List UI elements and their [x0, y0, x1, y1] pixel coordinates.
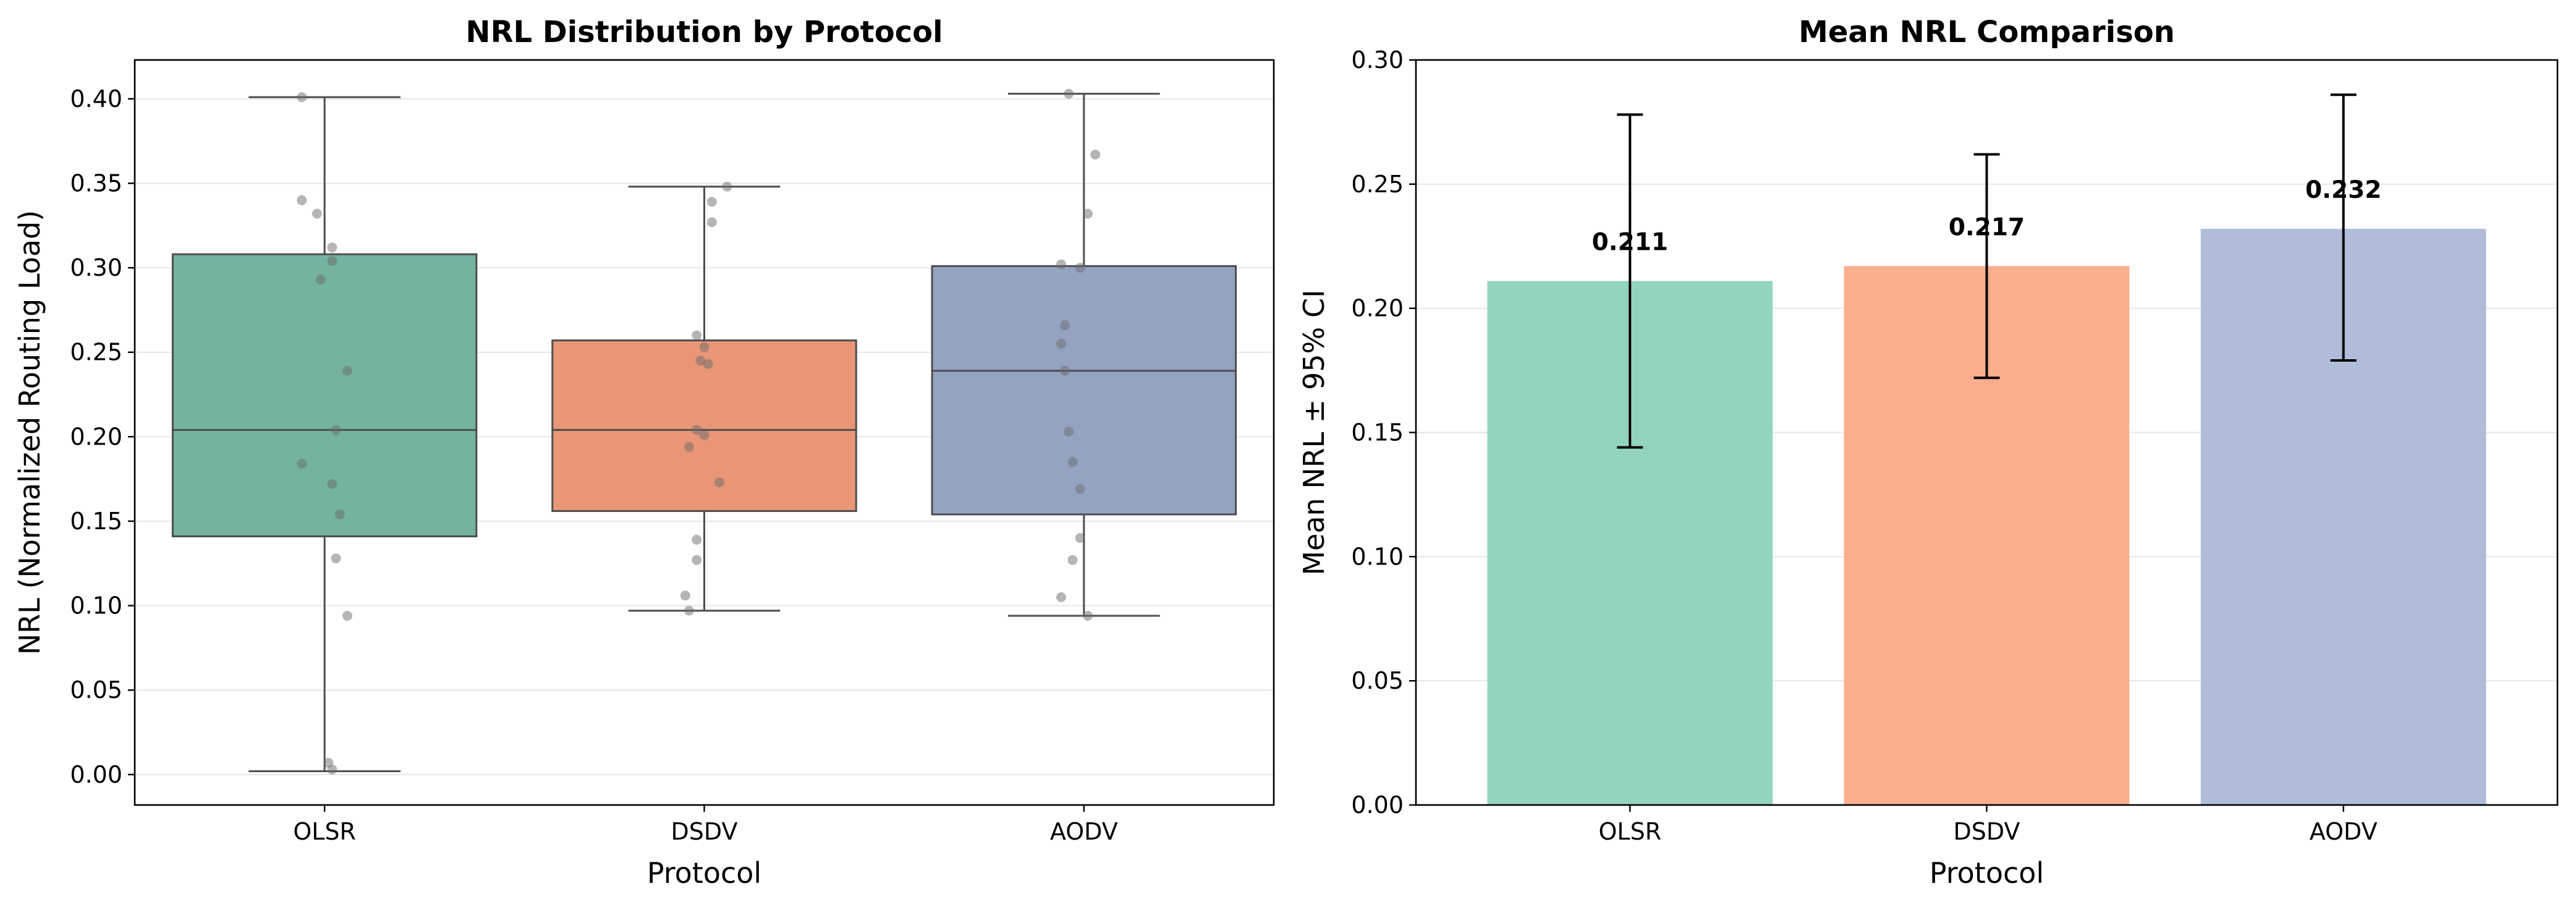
box-plot-title: NRL Distribution by Protocol	[465, 15, 943, 49]
box-aodv	[931, 265, 1237, 516]
y-tick-label: 0.20	[70, 423, 122, 450]
data-point	[1090, 150, 1101, 160]
y-tick-label: 0.30	[70, 254, 122, 281]
data-point	[722, 181, 732, 192]
data-point	[692, 555, 702, 565]
data-point	[297, 195, 307, 205]
y-tick-label: 0.25	[70, 339, 122, 366]
data-point	[331, 553, 341, 564]
data-point	[1064, 427, 1074, 437]
data-point	[695, 356, 706, 366]
data-point	[1075, 263, 1085, 273]
box-plot-x-ticks: OLSR DSDV AODV	[293, 805, 1118, 845]
data-point	[1082, 610, 1093, 621]
box-plot-points	[297, 88, 1101, 775]
data-point	[706, 197, 717, 207]
y-tick-label: 0.20	[1351, 295, 1404, 322]
box-plot-panel: 0.00 0.05 0.10 0.15 0.20 0.25 0.30 0.35 0.40 OLS…	[13, 15, 1275, 890]
data-point	[680, 590, 690, 601]
data-point	[1056, 259, 1066, 270]
bar-chart-x-axis-label: Protocol	[1930, 856, 2044, 890]
data-point	[706, 217, 717, 228]
x-tick-label: AODV	[1050, 818, 1118, 845]
y-tick-label: 0.05	[1351, 667, 1404, 694]
y-tick-label: 0.15	[1351, 419, 1404, 446]
data-point	[1064, 88, 1074, 99]
data-point	[692, 425, 702, 435]
data-point	[1067, 555, 1078, 565]
data-point	[684, 605, 694, 616]
data-point	[316, 275, 326, 285]
box-plot-boxes	[171, 93, 1237, 772]
y-tick-label: 0.15	[70, 508, 122, 535]
data-point	[327, 256, 337, 266]
bar-chart-y-axis-label: Mean NRL ± 95% CI	[1297, 289, 1331, 575]
bar-chart-title: Mean NRL Comparison	[1799, 15, 2175, 49]
data-point	[1056, 592, 1066, 602]
data-point	[297, 459, 307, 469]
box-plot-x-axis-label: Protocol	[647, 856, 761, 890]
data-point	[327, 242, 337, 253]
data-point	[327, 764, 337, 775]
bar-chart-x-ticks: OLSR DSDV AODV	[1599, 805, 2378, 845]
y-tick-label: 0.00	[1351, 791, 1404, 819]
y-tick-label: 0.40	[70, 85, 122, 113]
data-point	[311, 208, 322, 219]
x-tick-label: OLSR	[1599, 818, 1662, 845]
data-point	[334, 509, 345, 520]
bar-chart-value-labels: 0.211 0.217 0.232	[1592, 176, 2382, 256]
data-point	[703, 359, 713, 369]
box-dsdv	[551, 339, 857, 513]
data-point	[1067, 457, 1078, 467]
data-point	[699, 430, 710, 440]
data-point	[327, 479, 337, 489]
bar-chart-panel: 0.211 0.217 0.232 0.00 0.05 0.10 0.15 0.20 0.25…	[1297, 15, 2559, 890]
data-point	[1060, 365, 1070, 376]
y-tick-label: 0.10	[70, 592, 122, 620]
y-tick-label: 0.35	[70, 169, 122, 197]
data-point	[714, 477, 725, 488]
bar-value-label: 0.217	[1949, 213, 2025, 241]
data-point	[331, 425, 341, 435]
data-point	[699, 342, 710, 352]
y-tick-label: 0.00	[70, 761, 122, 788]
data-point	[1082, 208, 1093, 219]
data-point	[342, 365, 353, 376]
data-point	[684, 441, 694, 452]
data-point	[1056, 339, 1066, 349]
y-tick-label: 0.10	[1351, 543, 1404, 570]
data-point	[1060, 320, 1070, 330]
data-point	[692, 330, 702, 341]
x-tick-label: DSDV	[671, 818, 738, 845]
data-point	[692, 535, 702, 545]
data-point	[1075, 484, 1085, 495]
bar-chart-error-bars	[1617, 93, 2357, 449]
data-point	[297, 92, 307, 103]
bar-value-label: 0.232	[2305, 176, 2381, 204]
box-plot-y-axis-label: NRL (Normalized Routing Load)	[13, 210, 46, 655]
y-tick-label: 0.30	[1351, 46, 1404, 74]
bar-chart-bars	[1487, 229, 2486, 806]
y-tick-label: 0.25	[1351, 171, 1404, 198]
data-point	[342, 610, 353, 621]
x-tick-label: AODV	[2310, 818, 2378, 845]
box-olsr	[171, 253, 478, 538]
data-point	[1075, 533, 1085, 543]
x-tick-label: OLSR	[293, 818, 356, 845]
bar-value-label: 0.211	[1592, 228, 1668, 256]
bar-chart-y-ticks: 0.00 0.05 0.10 0.15 0.20 0.25 0.30	[1351, 46, 1416, 819]
box-plot-y-ticks: 0.00 0.05 0.10 0.15 0.20 0.25 0.30 0.35 0.40	[70, 85, 135, 788]
y-tick-label: 0.05	[70, 676, 122, 704]
x-tick-label: DSDV	[1954, 818, 2020, 845]
